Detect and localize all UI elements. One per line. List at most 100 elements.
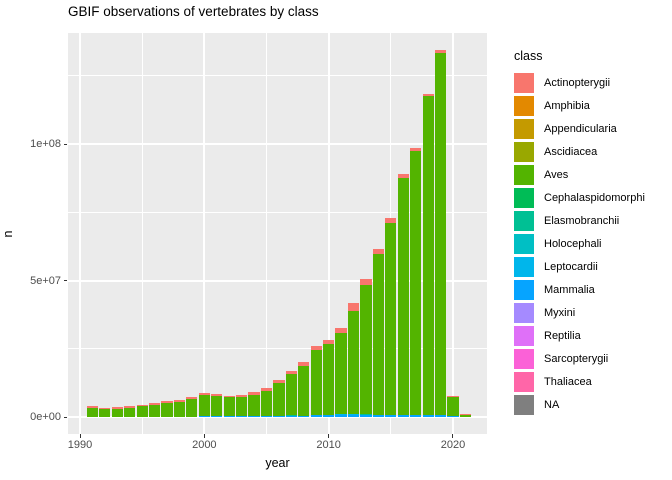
minor-gridline-y [68, 211, 487, 213]
major-gridline-x [451, 33, 454, 434]
bar-segment-mammalia [298, 415, 310, 417]
bar-segment-actinopterygii [236, 394, 248, 397]
bar-segment-aves [285, 373, 297, 415]
bar-2004 [248, 33, 260, 434]
minor-gridline-x [265, 33, 267, 434]
major-gridline-y [68, 279, 487, 282]
bar-segment-mammalia [347, 414, 360, 417]
bar-segment-aves [86, 407, 99, 417]
y-tick-label: 0e+00 [30, 411, 61, 423]
legend-swatch-holocephali [514, 234, 534, 254]
legend-item-amphibia: Amphibia [514, 96, 645, 116]
legend-items: Actinopterygii Amphibia Appendicularia Asci… [514, 73, 645, 415]
bar-2006 [273, 33, 285, 434]
legend-item-appendicularia: Appendicularia [514, 119, 645, 139]
legend: class Actinopterygii Amphibia Appendicular… [514, 49, 645, 418]
bar-segment-mammalia [310, 415, 322, 417]
legend-label: Aves [544, 169, 569, 181]
bar-segment-aves [385, 222, 397, 415]
bar-segment-actinopterygii [86, 406, 99, 408]
legend-label: Ascidiacea [544, 146, 598, 158]
bar-segment-mammalia [273, 415, 285, 417]
bar-segment-mammalia [385, 414, 397, 417]
x-tick-mark [203, 434, 205, 438]
bar-segment-aves [111, 408, 123, 417]
bar-segment-actinopterygii [298, 362, 310, 366]
bar-segment-aves [310, 350, 322, 416]
bar-segment-actinopterygii [285, 370, 297, 374]
bar-segment-actinopterygii [248, 392, 260, 395]
legend-label: NA [544, 399, 560, 411]
legend-swatch-amphibia [514, 96, 534, 116]
bar-segment-mammalia [335, 415, 347, 417]
bar-2002 [223, 33, 235, 434]
bar-segment-aves [248, 394, 260, 417]
legend-item-cephalaspidomorphi: Cephalaspidomorphi [514, 188, 645, 208]
x-tick-mark [328, 434, 330, 438]
bar-segment-mammalia [236, 416, 248, 417]
bar-segment-mammalia [397, 414, 409, 417]
bar-segment-mammalia [372, 414, 384, 417]
legend-item-ascidiacea: Ascidiacea [514, 142, 645, 162]
legend-item-thaliacea: Thaliacea [514, 372, 645, 392]
bar-segment-aves [298, 365, 310, 416]
bar-2019 [434, 33, 447, 434]
bar-segment-actinopterygii [173, 400, 186, 402]
legend-swatch-thaliacea [514, 372, 534, 392]
bar-1999 [186, 33, 198, 434]
major-gridline-x [203, 33, 206, 434]
bar-segment-aves [198, 395, 210, 417]
bar-1993 [111, 33, 123, 434]
bar-segment-leptocardii [347, 413, 360, 415]
bar-2008 [298, 33, 310, 434]
bar-2001 [211, 33, 223, 434]
plot-title: GBIF observations of vertebrates by clas… [68, 4, 319, 19]
legend-label: Leptocardii [544, 261, 598, 273]
legend-swatch-leptocardii [514, 257, 534, 277]
bar-segment-actinopterygii [310, 346, 322, 351]
y-tick-mark [64, 143, 67, 145]
bar-segment-actinopterygii [372, 249, 384, 254]
x-tick-label: 2000 [192, 439, 217, 451]
bar-segment-aves [360, 285, 372, 414]
bar-2007 [285, 33, 297, 434]
legend-label: Appendicularia [544, 123, 617, 135]
legend-label: Elasmobranchii [544, 215, 620, 227]
bar-2009 [310, 33, 322, 434]
legend-item-mammalia: Mammalia [514, 280, 645, 300]
bar-segment-aves [447, 396, 459, 416]
bar-segment-mammalia [260, 415, 273, 417]
bar-segment-aves [148, 404, 161, 417]
minor-gridline-y [68, 75, 487, 77]
legend-item-myxini: Myxini [514, 303, 645, 323]
bar-segment-mammalia [223, 416, 235, 417]
bar-segment-mammalia [211, 416, 223, 417]
legend-label: Holocephali [544, 238, 602, 250]
legend-swatch-appendicularia [514, 119, 534, 139]
bar-2011 [335, 33, 347, 434]
legend-swatch-cephalaspidomorphi [514, 188, 534, 208]
bar-1998 [173, 33, 186, 434]
bar-segment-actinopterygii [434, 50, 447, 54]
bar-segment-actinopterygii [347, 303, 360, 312]
bar-segment-actinopterygii [447, 395, 459, 397]
bar-segment-actinopterygii [99, 407, 111, 410]
bar-2010 [323, 33, 335, 434]
bar-segment-actinopterygii [360, 279, 372, 286]
bar-2013 [360, 33, 372, 434]
bar-segment-mammalia [434, 414, 447, 417]
bar-segment-aves [410, 151, 422, 415]
bar-segment-mammalia [410, 414, 422, 417]
legend-item-reptilia: Reptilia [514, 326, 645, 346]
bar-segment-elasmobranchii [360, 413, 372, 415]
bar-segment-aves [372, 254, 384, 415]
bar-segment-actinopterygii [211, 394, 223, 397]
bar-segment-aves [136, 406, 148, 417]
bar-segment-aves [434, 53, 447, 415]
legend-item-holocephali: Holocephali [514, 234, 645, 254]
bar-segment-aves [347, 311, 360, 414]
legend-item-actinopterygii: Actinopterygii [514, 73, 645, 93]
bar-segment-aves [273, 383, 285, 416]
legend-title: class [514, 49, 543, 63]
